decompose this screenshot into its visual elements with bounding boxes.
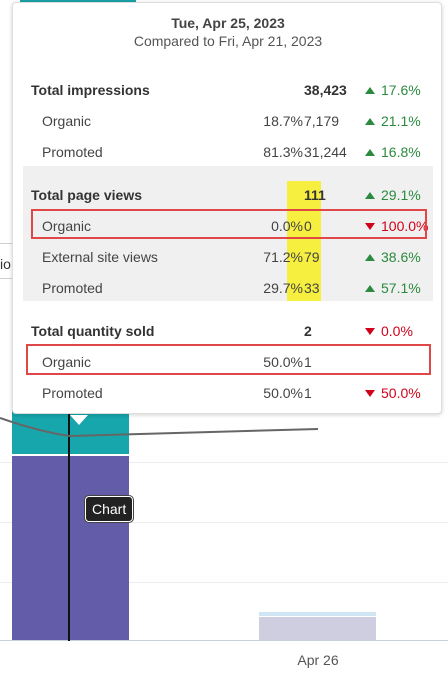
page-views-organic-row: Organic 0.0% 0 100.0% xyxy=(23,210,433,241)
impressions-total-row: Total impressions 38,423 17.6% xyxy=(23,74,433,105)
quantity-sold-section: Total quantity sold 2 0.0% Organic 50.0%… xyxy=(23,315,433,408)
highlight-page-views-values xyxy=(287,181,321,301)
x-axis-line xyxy=(0,640,448,641)
impressions-section: Total impressions 38,423 17.6% Organic 1… xyxy=(23,74,433,167)
tooltip-pointer xyxy=(70,415,88,425)
row-change: 29.1% xyxy=(365,187,421,203)
row-change: 38.6% xyxy=(365,249,421,265)
row-label: External site views xyxy=(42,249,158,265)
row-change: 50.0% xyxy=(365,385,421,401)
partial-panel-text: io xyxy=(0,256,11,272)
chart-hover-label: Chart xyxy=(85,496,134,522)
impressions-promoted-row: Promoted 81.3% 31,244 16.8% xyxy=(23,136,433,167)
row-label: Total impressions xyxy=(31,82,150,98)
row-label: Promoted xyxy=(42,280,103,296)
row-value: 0 xyxy=(304,218,312,234)
row-label: Organic xyxy=(42,354,92,370)
bar-promoted-apr26[interactable] xyxy=(259,612,376,616)
row-change: 0.0% xyxy=(365,323,413,339)
row-value: 2 xyxy=(304,323,312,339)
row-label: Promoted xyxy=(42,385,103,401)
row-change: 16.8% xyxy=(365,144,421,160)
row-value: 1 xyxy=(304,385,312,401)
row-value: 31,244 xyxy=(304,144,347,160)
row-percent: 71.2% xyxy=(263,249,303,265)
row-percent: 0.0% xyxy=(271,218,303,234)
impressions-organic-row: Organic 18.7% 7,179 21.1% xyxy=(23,105,433,136)
row-label: Total page views xyxy=(31,187,142,203)
row-label: Organic xyxy=(42,113,92,129)
tooltip-compare-date: Compared to Fri, Apr 21, 2023 xyxy=(133,33,323,49)
row-value: 79 xyxy=(304,249,320,265)
x-tick-label: Apr 26 xyxy=(297,652,339,668)
quantity-sold-total-row: Total quantity sold 2 0.0% xyxy=(23,315,433,346)
row-value: 1 xyxy=(304,354,312,370)
page-views-promoted-row: Promoted 29.7% 33 57.1% xyxy=(23,272,433,303)
row-change: 17.6% xyxy=(365,82,421,98)
row-value: 38,423 xyxy=(304,82,347,98)
quantity-sold-organic-row: Organic 50.0% 1 xyxy=(23,346,433,377)
row-change: 100.0% xyxy=(365,218,428,234)
row-label: Promoted xyxy=(42,144,103,160)
row-label: Total quantity sold xyxy=(31,323,155,339)
row-value: 33 xyxy=(304,280,320,296)
row-label: Organic xyxy=(42,218,92,234)
row-value: 7,179 xyxy=(304,113,340,129)
row-percent: 18.7% xyxy=(263,113,303,129)
gridline xyxy=(0,582,448,583)
page-views-external-row: External site views 71.2% 79 38.6% xyxy=(23,241,433,272)
row-change: 57.1% xyxy=(365,280,421,296)
page-views-section: Total page views 111 29.1% Organic 0.0% … xyxy=(23,166,433,301)
annotation-box-page-views-organic xyxy=(31,209,427,239)
row-percent: 29.7% xyxy=(263,280,303,296)
bar-organic-apr26[interactable] xyxy=(259,617,376,640)
row-change: 21.1% xyxy=(365,113,421,129)
annotation-box-quantity-organic xyxy=(26,344,431,375)
row-percent: 50.0% xyxy=(263,354,303,370)
row-value: 111 xyxy=(304,187,326,203)
hover-crosshair xyxy=(68,410,70,641)
gridline xyxy=(0,462,448,463)
tooltip-date: Tue, Apr 25, 2023 xyxy=(171,15,285,31)
row-percent: 50.0% xyxy=(263,385,303,401)
page-views-total-row: Total page views 111 29.1% xyxy=(23,179,433,210)
bar-organic-apr25[interactable] xyxy=(12,456,129,640)
row-percent: 81.3% xyxy=(263,144,303,160)
quantity-sold-promoted-row: Promoted 50.0% 1 50.0% xyxy=(23,377,433,408)
gridline xyxy=(0,522,448,523)
